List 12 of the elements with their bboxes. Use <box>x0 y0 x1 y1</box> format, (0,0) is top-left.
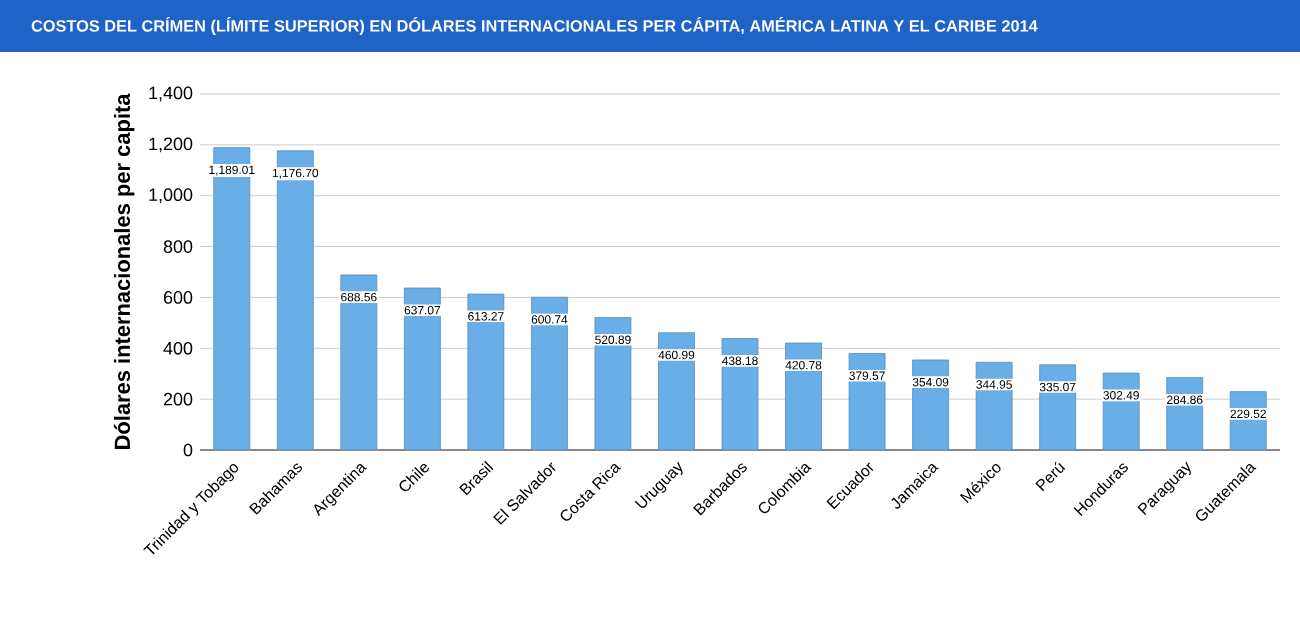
y-tick-label: 1,400 <box>149 86 193 102</box>
y-tick-label: 0 <box>183 443 193 457</box>
y-tick-label: 600 <box>163 291 193 304</box>
bar <box>276 150 314 450</box>
y-tick-label: 1,000 <box>149 188 193 204</box>
y-tick-label: 800 <box>163 240 193 253</box>
y-tick-label: 400 <box>163 341 193 355</box>
chart-title: COSTOS DEL CRÍMEN (LÍMITE SUPERIOR) EN DÓLARES INTERNACIONALES PER CÁPITA, AMÉRICA LATINA Y EL CARIBE 2014 <box>31 17 1038 35</box>
y-tick-label: 1,200 <box>149 137 193 153</box>
bar <box>213 147 251 450</box>
y-axis-title: Dólares internacionales per capita <box>113 93 135 449</box>
y-tick-label: 200 <box>163 392 193 406</box>
